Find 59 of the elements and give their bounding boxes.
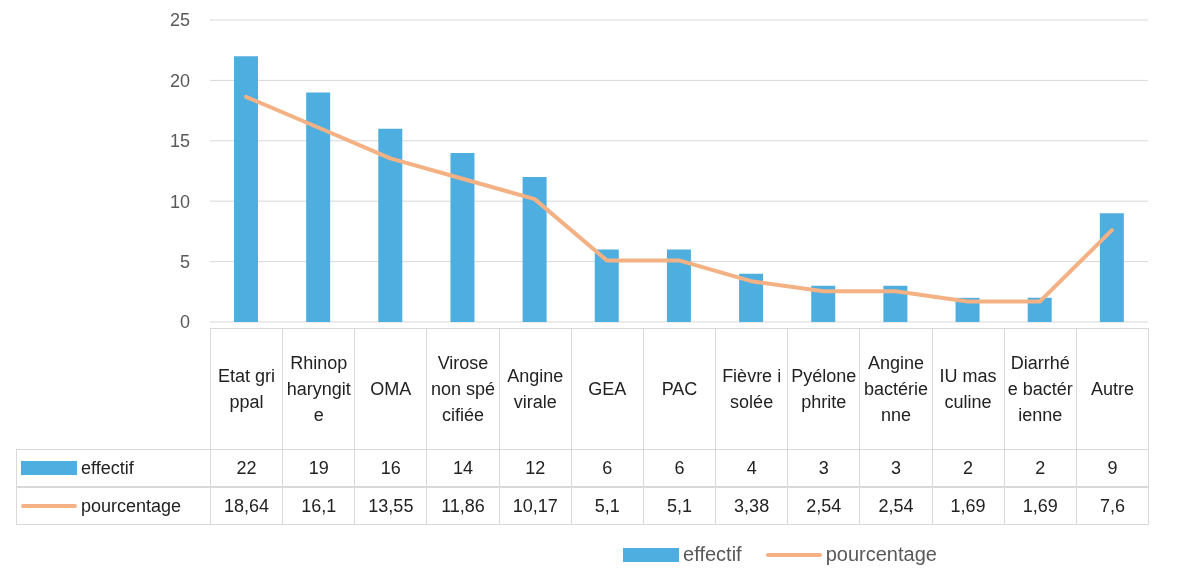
x-tick-label: Etat grippal: [210, 328, 284, 450]
data-label: 6: [570, 449, 644, 487]
x-tick-label: Fièvre isolée: [715, 328, 789, 450]
data-label: 19: [282, 449, 356, 487]
y-tick-label: 15: [169, 131, 190, 152]
data-label: 16: [354, 449, 428, 487]
data-label: 5,1: [570, 487, 644, 525]
x-tick-label: GEA: [570, 328, 644, 450]
data-label: 2: [931, 449, 1005, 487]
text: pourcentage: [825, 543, 937, 565]
legend-label: effectif: [81, 457, 134, 479]
x-tick-label: Virose non spécifiée: [426, 328, 500, 450]
bar: [234, 56, 258, 322]
x-tick-label: Pyélonephrite: [787, 328, 861, 450]
line-series: [244, 94, 1114, 304]
bar: [522, 177, 547, 322]
bar: [666, 249, 691, 322]
legend-label: pourcentage: [81, 495, 182, 517]
bar: [306, 92, 331, 322]
data-label: 18,64: [210, 487, 284, 525]
x-tick-label: Autre: [1075, 328, 1149, 450]
y-tick-label: 0: [179, 312, 190, 333]
data-label: 4: [715, 449, 789, 487]
bar: [378, 128, 403, 322]
y-tick-label: 20: [169, 70, 190, 91]
data-label: 1,69: [931, 487, 1005, 525]
data-label: 16,1: [282, 487, 356, 525]
data-label: 2: [1003, 449, 1077, 487]
y-tick-label: 5: [179, 251, 190, 272]
data-label: 1,69: [1003, 487, 1077, 525]
bar: [450, 152, 475, 322]
data-label: 14: [426, 449, 500, 487]
data-label: 9: [1075, 449, 1149, 487]
x-tick-label: Angine bactérienne: [859, 328, 933, 450]
x-tick-label: IU masculine: [931, 328, 1005, 450]
data-label: 2,54: [859, 487, 933, 525]
data-label: 2,54: [787, 487, 861, 525]
data-label: 7,6: [1075, 487, 1149, 525]
data-label: 11,86: [426, 487, 500, 525]
x-tick-label: Angine virale: [498, 328, 572, 450]
bar: [739, 273, 764, 322]
data-label: 3: [859, 449, 933, 487]
data-label: 10,17: [498, 487, 572, 525]
data-label: 5,1: [642, 487, 717, 525]
data-label: 3: [787, 449, 861, 487]
bar: [594, 249, 619, 322]
y-tick-label: 10: [169, 191, 190, 212]
data-label: 12: [498, 449, 572, 487]
data-label: 13,55: [354, 487, 428, 525]
x-tick-label: OMA: [354, 328, 428, 450]
data-label: 6: [642, 449, 717, 487]
data-label: 22: [210, 449, 284, 487]
y-tick-label: 25: [169, 10, 190, 31]
x-tick-label: PAC: [642, 328, 717, 450]
x-tick-label: Rhinopharyngite: [282, 328, 356, 450]
bar: [1099, 213, 1124, 322]
data-label: 3,38: [715, 487, 789, 525]
text: effectif: [683, 543, 742, 565]
x-tick-label: Diarrhée bactérienne: [1003, 328, 1077, 450]
